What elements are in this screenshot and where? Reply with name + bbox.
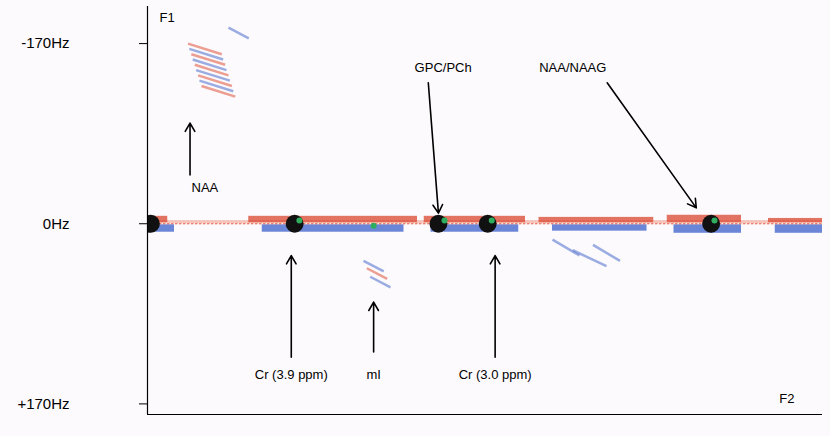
svg-text:F2: F2 [779, 391, 794, 406]
svg-text:GPC/PCh: GPC/PCh [415, 60, 472, 75]
svg-text:Cr (3.0 ppm): Cr (3.0 ppm) [459, 367, 532, 382]
svg-text:NAA: NAA [192, 180, 219, 195]
svg-text:NAA/NAAG: NAA/NAAG [539, 60, 606, 75]
svg-text:0Hz: 0Hz [43, 215, 70, 232]
svg-text:+170Hz: +170Hz [17, 395, 69, 412]
svg-text:Cr (3.9 ppm): Cr (3.9 ppm) [255, 367, 328, 382]
svg-text:F1: F1 [160, 10, 175, 25]
svg-text:-170Hz: -170Hz [21, 34, 69, 51]
svg-text:mI: mI [366, 367, 380, 382]
